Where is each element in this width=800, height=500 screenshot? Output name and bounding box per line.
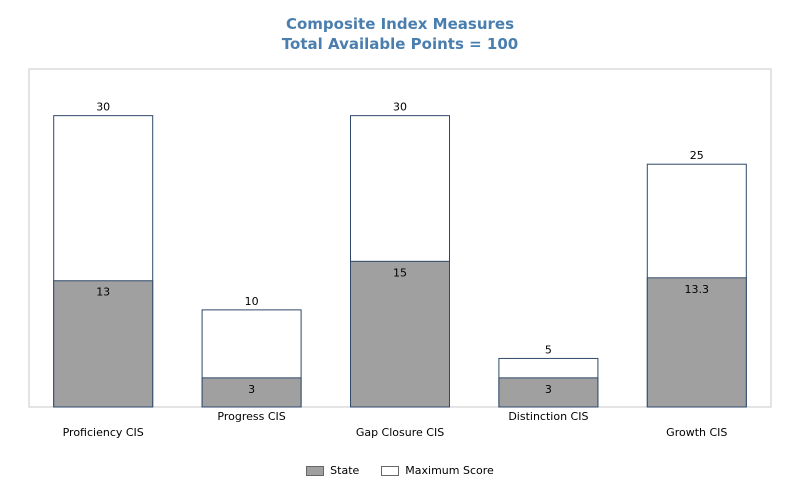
tick-label-growth-cis: Growth CIS — [666, 426, 727, 439]
legend-swatch-state — [306, 465, 325, 476]
bar-state-gap-closure-cis — [350, 260, 450, 408]
label-state-proficiency-cis: 13 — [96, 286, 110, 299]
label-maximum-distinction-cis: 5 — [545, 343, 552, 356]
bar-state-distinction-cis — [498, 377, 599, 408]
bar-state-proficiency-cis — [53, 280, 154, 408]
label-state-gap-closure-cis: 15 — [393, 266, 407, 279]
tick-label-proficiency-cis: Proficiency CIS — [63, 426, 144, 439]
chart-title: Composite Index Measures — [285, 15, 515, 33]
label-state-growth-cis: 13.3 — [685, 283, 710, 296]
legend-swatch-maximum-score — [381, 465, 400, 476]
bar-state-growth-cis — [646, 277, 747, 408]
legend-label-maximum-score: Maximum Score — [405, 464, 494, 477]
label-maximum-gap-closure-cis: 30 — [393, 101, 407, 114]
label-state-distinction-cis: 3 — [545, 383, 552, 396]
tick-label-distinction-cis: Distinction CIS — [508, 410, 588, 423]
tick-label-gap-closure-cis: Gap Closure CIS — [356, 426, 444, 439]
tick-label-progress-cis: Progress CIS — [217, 410, 285, 423]
label-maximum-progress-cis: 10 — [245, 295, 259, 308]
label-state-progress-cis: 3 — [248, 383, 255, 396]
legend-item-maximum-score: Maximum Score — [381, 464, 494, 477]
legend-label-state: State — [330, 464, 360, 477]
label-maximum-proficiency-cis: 30 — [96, 101, 110, 114]
bar-state-progress-cis — [201, 377, 302, 408]
legend: State Maximum Score — [0, 464, 800, 477]
legend-item-state: State — [306, 464, 359, 477]
label-maximum-growth-cis: 25 — [690, 149, 704, 162]
chart-subtitle: Total Available Points = 100 — [281, 35, 519, 53]
